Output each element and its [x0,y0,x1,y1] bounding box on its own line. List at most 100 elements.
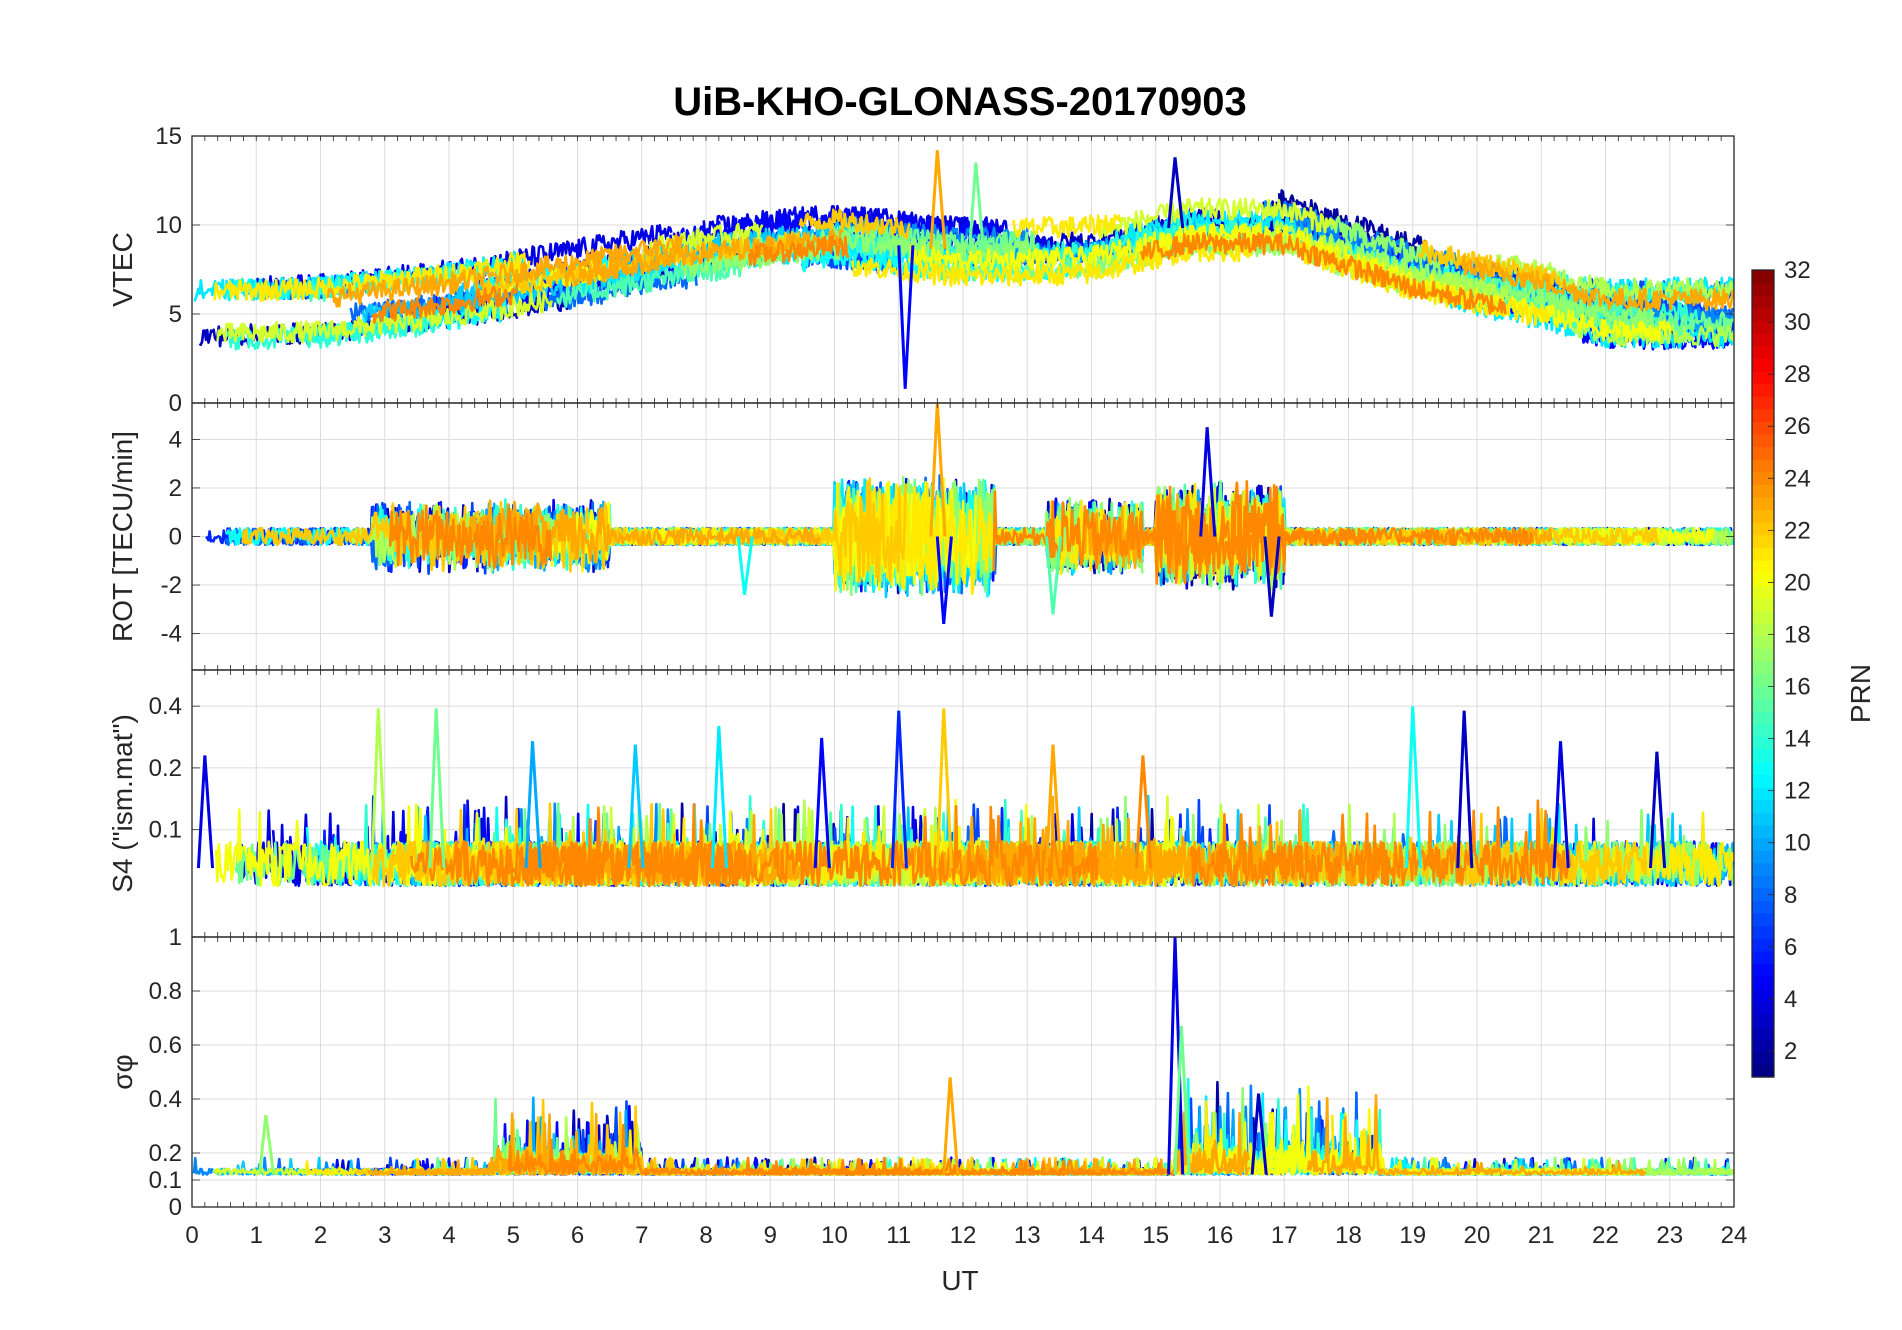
colorbar-swatch [1752,723,1774,738]
vtec-series-prn-23 [563,229,844,288]
rot-series-prn-23 [465,499,822,567]
colorbar-swatch [1752,875,1774,889]
x-tick-label: 9 [764,1222,777,1249]
colorbar-swatch [1752,534,1774,549]
vtec-spike-1 [897,245,915,389]
vtec-series-prn-24 [747,235,850,267]
s4-spike-12 [1552,741,1570,869]
sigma-y-tick-label: 1 [169,924,182,951]
sigma-y-tick-label: 0.4 [149,1086,182,1113]
x-tick-label: 24 [1721,1222,1748,1249]
colorbar-swatch [1752,648,1774,662]
colorbar-swatch [1752,509,1774,523]
colorbar-swatch [1752,988,1774,1002]
colorbar-tick-label: 8 [1784,882,1797,909]
sigma-series-prn-24 [507,1123,899,1176]
panel-s4: 0.1 0.2 0.4 S4 ("ism.mat") [107,669,1735,938]
vtec-y-tick-label: 10 [155,212,182,239]
colorbar-swatch [1752,1013,1774,1028]
s4-spike-0 [370,708,388,869]
colorbar-swatch [1752,282,1774,296]
colorbar-swatch [1752,812,1774,826]
s4-series-prn-24 [409,803,745,888]
colorbar-tick-label: 18 [1784,621,1811,648]
rot-y-tick-label: -4 [161,621,182,648]
colorbar-swatch [1752,786,1774,801]
colorbar-swatch [1752,711,1774,725]
s4-spike-6 [890,710,908,869]
rot-spike-0 [929,403,947,537]
colorbar-swatch [1752,824,1774,839]
x-tick-label: 2 [314,1222,327,1249]
colorbar-swatch [1752,1039,1774,1053]
colorbar-swatch [1752,1051,1774,1065]
colorbar-tick-label: 22 [1784,517,1811,544]
sigma-y-tick-label: 0 [169,1194,182,1221]
x-tick-label: 17 [1271,1222,1298,1249]
x-tick-label: 10 [821,1222,848,1249]
s4-spike-11 [1456,710,1474,869]
vtec-series-prn-20 [1448,284,1672,343]
rot-series-prn-22 [743,477,908,584]
colorbar-tick-label: 32 [1784,257,1811,284]
s4-spike-13 [1648,751,1667,869]
colorbar-tick-label: 2 [1784,1038,1797,1065]
s4-spike-7 [935,708,953,869]
chart-title: UiB-KHO-GLONASS-20170903 [673,80,1247,124]
colorbar-tick-label: 16 [1784,674,1811,701]
sigma-spike-4 [257,1115,276,1175]
vtec-y-tick-label: 5 [169,301,182,328]
vtec-series-prn-17 [1327,215,1455,269]
colorbar-swatch [1752,686,1774,700]
s4-spike-10 [1404,706,1422,869]
colorbar-swatch [1752,547,1774,561]
x-tick-label: 19 [1399,1222,1426,1249]
vtec-series-prn-24 [372,282,519,324]
colorbar-swatch [1752,913,1774,927]
colorbar-swatch [1752,963,1774,977]
sigma-spike-1 [1173,1026,1191,1175]
colorbar-swatch [1752,837,1774,851]
x-tick-label: 20 [1464,1222,1491,1249]
s4-y-tick-label: 0.2 [149,755,182,782]
colorbar-swatch [1752,862,1774,876]
colorbar-swatch [1752,560,1774,574]
rot-series-prn-24 [389,504,553,569]
x-tick-label: 8 [699,1222,712,1249]
sigma-spike-2 [942,1077,960,1175]
vtec-series-prn-23 [326,233,684,308]
x-tick-label: 5 [507,1222,520,1249]
colorbar-swatch [1752,433,1774,448]
rot-y-tick-label: -2 [161,572,182,599]
x-tick-label: 1 [250,1222,263,1249]
rot-series-group [205,403,1734,625]
s4-spike-2 [524,741,542,869]
vtec-spike-2 [1167,157,1185,229]
rot-series-prn-24 [1156,481,1372,579]
x-tick-label: 23 [1656,1222,1683,1249]
vtec-spike-0 [929,150,947,249]
colorbar-swatch [1752,900,1774,914]
colorbar-tick-label: 24 [1784,465,1811,492]
colorbar-frame [1751,269,1775,1078]
x-tick-label: 0 [185,1222,198,1249]
colorbar-swatch [1752,976,1774,990]
vtec-series-prn-22 [798,208,911,240]
rot-y-axis-label: ROT [TECU/min] [107,431,138,642]
vtec-spike-3 [967,162,986,252]
vtec-series-prn-24 [1139,231,1507,315]
colorbar-swatch [1752,383,1774,397]
sigma-series-prn-23 [1306,1093,1647,1176]
sigma-y-axis-label: σφ [107,1054,138,1089]
colorbar-label: PRN [1845,664,1876,723]
panel-sigma: 00.10.2 0.4 0.6 0.8 1 σφ [107,924,1735,1221]
colorbar-swatch [1752,496,1774,511]
x-tick-label: 3 [378,1222,391,1249]
s4-series-group [196,706,1734,888]
colorbar-swatch [1752,320,1774,334]
colorbar-swatch [1752,459,1774,473]
rot-y-tick-label: 4 [169,426,182,453]
sigma-y-tick-label: 0.6 [149,1032,182,1059]
